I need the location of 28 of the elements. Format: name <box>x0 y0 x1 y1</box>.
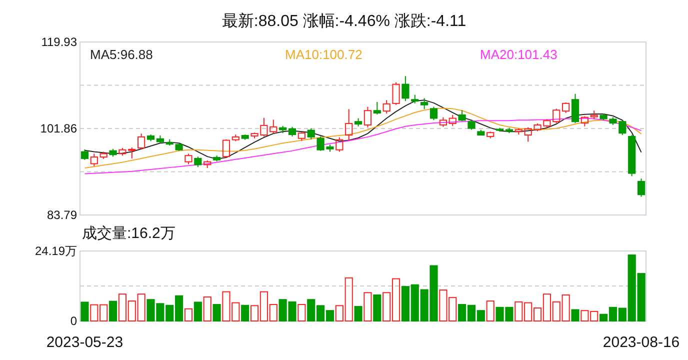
bar <box>212 304 221 322</box>
candlestick <box>345 108 353 141</box>
bar <box>373 294 382 322</box>
text: MA5:96.88 <box>90 47 153 62</box>
bar <box>80 302 89 322</box>
x-tick-label: 2023-05-23 <box>46 334 124 351</box>
bar <box>184 308 193 322</box>
bar <box>203 296 212 322</box>
y-tick-label: 119.93 <box>41 35 78 49</box>
text: MA20:101.43 <box>480 47 558 62</box>
chart-title: 最新:88.05 涨幅:-4.46% 涨跌:-4.11 <box>222 12 466 30</box>
bar <box>298 304 306 322</box>
y-tick-label: 83.79 <box>46 208 78 222</box>
text: MA10:100.72 <box>285 47 362 62</box>
candlestick <box>402 76 410 102</box>
x-tick-label: 2023-08-16 <box>602 334 680 351</box>
chart-title: 成交量:16.2万 <box>82 225 176 242</box>
bar <box>354 306 362 322</box>
bar <box>571 309 580 322</box>
y-tick-label: 101.86 <box>40 122 78 136</box>
bar <box>241 304 250 322</box>
y-tick-label: 24.19万 <box>34 244 77 258</box>
line-series <box>84 108 642 169</box>
bar <box>486 300 494 322</box>
bar <box>108 300 118 322</box>
bar <box>194 302 202 322</box>
bar <box>364 292 372 322</box>
y-tick-label: 0 <box>70 314 78 328</box>
